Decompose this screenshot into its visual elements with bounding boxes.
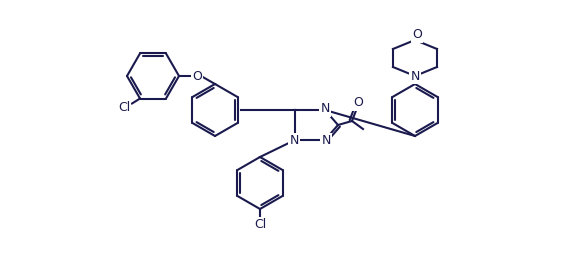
Text: N: N: [321, 135, 331, 147]
Text: O: O: [192, 70, 202, 82]
Text: O: O: [412, 28, 422, 41]
Text: Cl: Cl: [118, 101, 130, 114]
Text: N: N: [289, 135, 299, 147]
Text: O: O: [353, 96, 363, 109]
Text: Cl: Cl: [254, 218, 266, 232]
Text: N: N: [410, 70, 419, 82]
Text: N: N: [320, 102, 329, 115]
